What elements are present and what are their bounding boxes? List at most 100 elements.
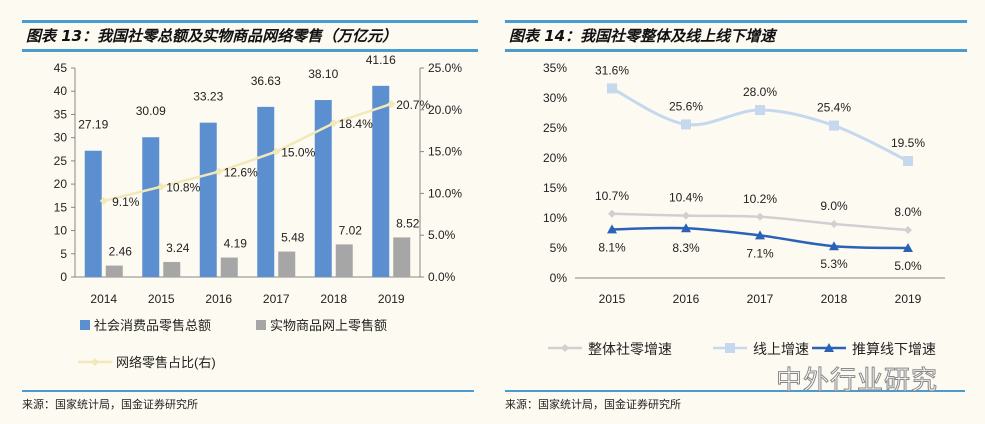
- line-point: [329, 119, 338, 128]
- x-tick-label: 2014: [90, 292, 117, 306]
- line-label: 15.0%: [281, 146, 315, 160]
- line-point: [829, 120, 839, 131]
- line-label: 20.7%: [396, 98, 430, 112]
- data-label: 10.2%: [743, 192, 777, 206]
- data-label: 36.63: [251, 74, 281, 88]
- data-label: 8.52: [396, 216, 420, 230]
- y-tick-label: 30%: [543, 91, 567, 105]
- y-tick-label: 10: [54, 224, 68, 238]
- y-tick-label: 45: [54, 61, 68, 75]
- legend-label: 整体社零增速: [588, 341, 672, 357]
- x-tick-label: 2017: [263, 292, 290, 306]
- legend-label: 网络零售占比(右): [116, 355, 216, 370]
- data-label: 8.1%: [598, 240, 626, 254]
- data-label: 8.3%: [672, 241, 700, 255]
- data-label: 5.3%: [820, 257, 848, 271]
- line-point: [607, 83, 617, 94]
- line-label: 10.8%: [166, 181, 200, 195]
- legend-swatch-total: [80, 320, 90, 330]
- y2-tick-label: 5.0%: [428, 228, 456, 242]
- line-square: [611, 87, 909, 163]
- line-point: [756, 212, 764, 221]
- data-label: 3.24: [166, 241, 190, 255]
- line-point: [272, 147, 281, 156]
- data-label: 30.09: [136, 104, 166, 118]
- line-label: 18.4%: [339, 117, 373, 131]
- x-tick-label: 2016: [205, 292, 232, 306]
- data-label: 38.10: [308, 67, 338, 81]
- line-point: [607, 224, 617, 234]
- chart-14-source: 来源：国家统计局，国金证券研究所: [505, 398, 681, 411]
- legend-marker: [725, 343, 735, 353]
- y2-tick-label: 15.0%: [428, 145, 462, 159]
- line-online-share: [103, 102, 392, 203]
- data-label: 10.4%: [669, 191, 703, 205]
- data-label: 9.0%: [820, 199, 848, 213]
- line-point: [608, 209, 616, 218]
- x-tick-label: 2015: [148, 292, 175, 306]
- y-tick-label: 5: [60, 247, 67, 261]
- data-label: 41.16: [366, 53, 396, 67]
- x-tick-label: 2016: [673, 292, 700, 306]
- bar-online: [278, 251, 296, 277]
- legend-label: 实物商品网上零售额: [270, 318, 387, 333]
- y-tick-label: 20%: [543, 151, 567, 165]
- data-label: 28.0%: [743, 85, 777, 99]
- y-tick-label: 30: [54, 131, 68, 145]
- x-tick-label: 2018: [320, 292, 347, 306]
- data-label: 5.48: [281, 231, 305, 245]
- chart-14-title: 图表 14：我国社零整体及线上线下增速: [505, 20, 967, 52]
- y2-tick-label: 20.0%: [428, 103, 462, 117]
- line-point: [903, 243, 913, 252]
- y-tick-label: 35%: [543, 61, 567, 75]
- bar-total: [314, 100, 332, 278]
- y-tick-label: 0: [60, 270, 67, 284]
- y-tick-label: 5%: [550, 241, 568, 255]
- x-tick-label: 2015: [599, 292, 626, 306]
- data-label: 31.6%: [595, 63, 629, 77]
- line-point: [830, 220, 838, 228]
- watermark: 中外行业研究: [775, 366, 939, 397]
- line-label: 9.1%: [112, 195, 140, 209]
- y-tick-label: 25%: [543, 121, 567, 135]
- y2-tick-label: 0.0%: [428, 270, 456, 284]
- data-label: 5.0%: [894, 259, 922, 273]
- y-tick-label: 10%: [543, 211, 567, 225]
- legend-label: 推算线下增速: [852, 341, 936, 357]
- y-tick-label: 35: [54, 107, 68, 121]
- legend-label: 社会消费品零售总额: [94, 318, 211, 333]
- data-label: 7.02: [339, 223, 363, 237]
- bar-online: [393, 237, 411, 277]
- bar-online: [335, 244, 353, 277]
- line-point: [387, 99, 396, 108]
- line-point: [904, 226, 912, 234]
- line-point: [681, 119, 691, 130]
- data-label: 7.1%: [746, 246, 774, 260]
- line-point: [903, 156, 913, 166]
- y-tick-label: 15: [54, 200, 68, 214]
- data-label: 10.7%: [595, 189, 629, 203]
- line-point: [99, 196, 108, 205]
- data-label: 25.6%: [669, 99, 703, 113]
- legend-marker: [561, 344, 569, 352]
- chart-13-source: 来源：国家统计局，国金证券研究所: [22, 398, 198, 411]
- line-label: 12.6%: [224, 166, 258, 180]
- data-label: 25.4%: [817, 101, 851, 115]
- x-tick-label: 2019: [895, 292, 922, 306]
- bar-online: [220, 257, 238, 277]
- line-point: [755, 105, 765, 115]
- y-tick-label: 40: [54, 84, 68, 98]
- legend-swatch-online: [256, 320, 266, 330]
- y-tick-label: 15%: [543, 181, 567, 195]
- line-point: [755, 230, 765, 240]
- x-tick-label: 2019: [378, 292, 405, 306]
- y-tick-label: 0%: [550, 271, 568, 285]
- data-label: 2.46: [109, 245, 133, 259]
- bar-online: [105, 265, 123, 277]
- legend-marker: [91, 358, 99, 366]
- data-label: 4.19: [224, 237, 248, 251]
- line-point: [214, 167, 223, 176]
- data-label: 19.5%: [891, 136, 925, 150]
